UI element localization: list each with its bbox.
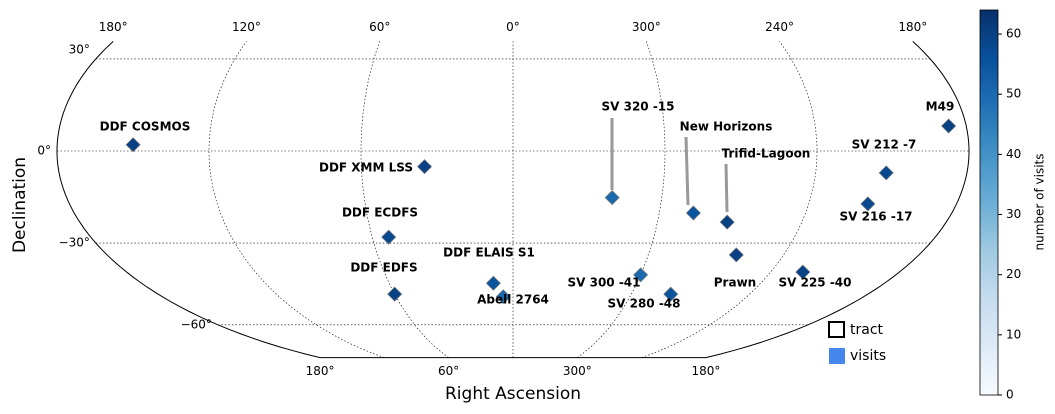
y-tick-label: 0°	[37, 144, 51, 158]
x-tick-label: 180°	[306, 364, 335, 378]
field-label: SV 280 -48	[607, 297, 680, 311]
x-tick-label: 300°	[632, 20, 661, 34]
field-label: DDF XMM LSS	[319, 161, 413, 175]
x-tick-label: 180°	[692, 364, 721, 378]
field-label: Prawn	[714, 276, 756, 290]
colorbar-tick-label: 40	[1006, 147, 1021, 161]
field-label: M49	[926, 100, 955, 114]
field-visits	[719, 214, 735, 230]
legend-swatch	[828, 321, 845, 338]
legend-label: visits	[850, 348, 886, 364]
field-visits	[860, 196, 876, 212]
x-tick-label: 0°	[506, 20, 520, 34]
graticule	[56, 41, 970, 359]
pointer	[724, 163, 729, 213]
field-visits	[941, 118, 957, 134]
field-visits	[795, 264, 811, 280]
colorbar-tick-label: 30	[1006, 207, 1021, 221]
pointer	[684, 136, 690, 206]
x-tick-label: 120°	[232, 20, 261, 34]
field-visits	[663, 286, 679, 302]
field-visits	[878, 165, 894, 181]
field-label: New Horizons	[680, 120, 773, 134]
field-visits	[495, 289, 511, 305]
field-label: SV 300 -41	[567, 276, 640, 290]
field-visits	[633, 267, 649, 283]
x-axis-label: Right Ascension	[445, 384, 581, 404]
colorbar	[979, 9, 999, 396]
legend-label: tract	[850, 322, 884, 338]
field-visits	[387, 286, 403, 302]
field-label: SV 216 -17	[839, 210, 912, 224]
x-tick-label: 60°	[369, 20, 390, 34]
field-label: SV 225 -40	[778, 276, 851, 290]
map-outline	[56, 41, 970, 359]
y-tick-label: −60°	[181, 317, 212, 331]
field-label: SV 212 -7	[852, 138, 917, 152]
y-axis-label: Declination	[10, 157, 30, 253]
legend-swatch	[829, 348, 845, 364]
field-label: Trifid-Lagoon	[722, 147, 811, 161]
x-tick-label: 300°	[563, 364, 592, 378]
meridian	[641, 41, 818, 358]
x-tick-label: 180°	[99, 20, 128, 34]
field-label: DDF ELAIS S1	[443, 246, 535, 260]
field-visits	[604, 190, 620, 206]
y-tick-label: −30°	[59, 236, 90, 250]
colorbar-tick-label: 0	[1006, 388, 1014, 402]
colorbar-tick-label: 60	[1006, 27, 1021, 41]
field-visits	[125, 137, 141, 153]
x-tick-label: 180°	[898, 20, 927, 34]
field-visits	[485, 275, 501, 291]
meridian	[577, 41, 666, 358]
field-label: Abell 2764	[477, 293, 549, 307]
field-label: SV 320 -15	[601, 100, 674, 114]
y-tick-label: 30°	[69, 42, 90, 56]
field-label: DDF COSMOS	[100, 120, 191, 134]
colorbar-tick-label: 10	[1006, 327, 1021, 341]
field-visits	[728, 247, 744, 263]
meridian	[360, 41, 449, 358]
colorbar-label: number of visits	[1033, 153, 1047, 250]
field-visits	[685, 205, 701, 221]
fields	[125, 118, 957, 305]
field-visits	[381, 229, 397, 245]
meridian	[208, 41, 385, 358]
field-label: DDF EDFS	[350, 261, 417, 275]
x-tick-label: 240°	[765, 20, 794, 34]
colorbar-tick-label: 50	[1006, 87, 1021, 101]
field-label: DDF ECDFS	[342, 206, 418, 220]
field-visits	[417, 159, 433, 175]
colorbar-tick-label: 20	[1006, 267, 1021, 281]
x-tick-label: 60°	[438, 364, 459, 378]
